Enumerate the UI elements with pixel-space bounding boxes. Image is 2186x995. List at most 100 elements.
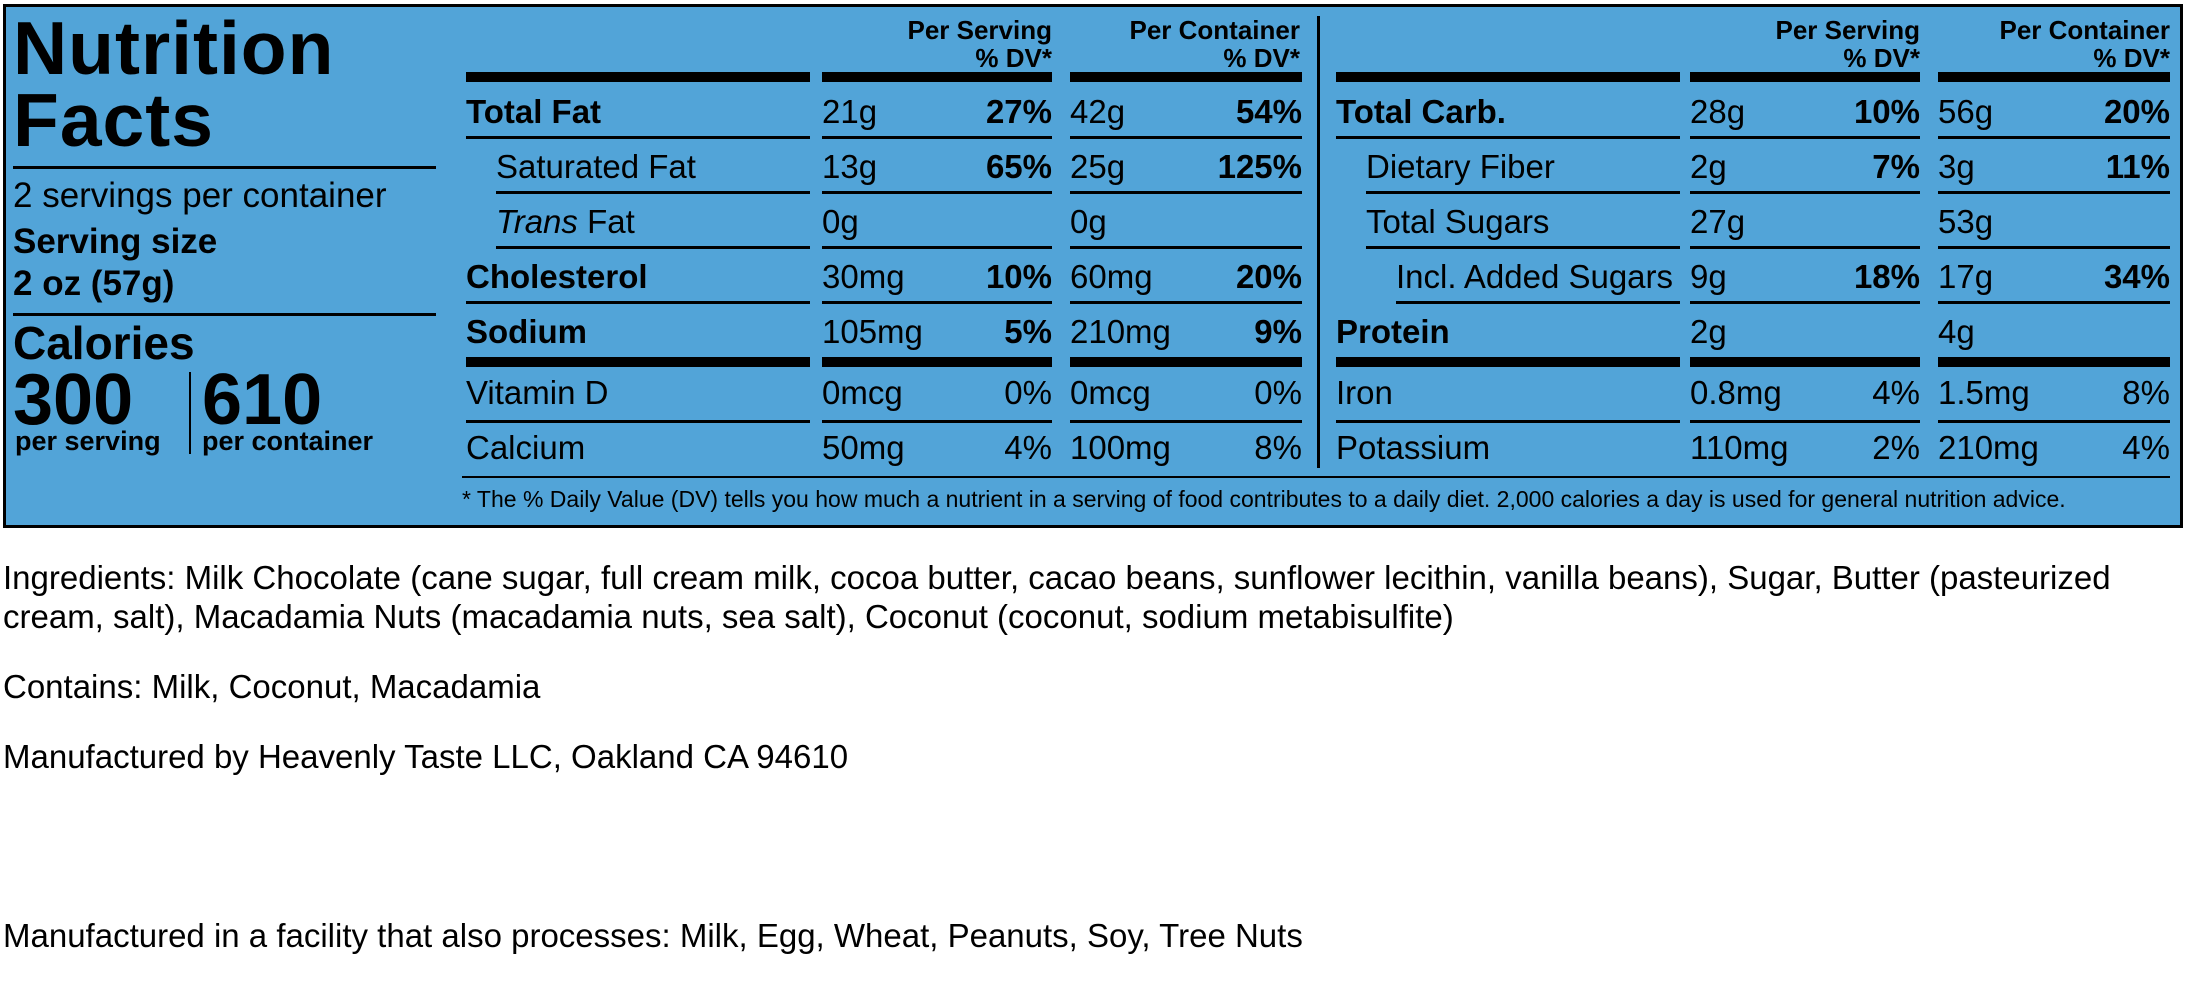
left-container-amount: 25g xyxy=(1070,148,1126,185)
right-nutrient-name: Potassium xyxy=(1336,429,1680,467)
right-container-amount: 210mg xyxy=(1938,429,2039,466)
left-container-dv: 125% xyxy=(1217,148,1302,185)
left-serving-amount: 30mg xyxy=(822,258,905,295)
header-left-per-container: Per Container% DV* xyxy=(1129,15,1301,73)
left-container-dv: 20% xyxy=(1235,258,1302,295)
left-serving-dv: 27% xyxy=(985,93,1052,130)
left-row-divider xyxy=(466,357,810,367)
left-serving-dv: 0% xyxy=(1004,374,1052,411)
left-serving-amount: 13g xyxy=(822,148,878,185)
right-nutrient-name: Total Carb. xyxy=(1336,93,1680,131)
header-left-per-serving: Per Serving% DV* xyxy=(907,15,1052,73)
right-container-dv: 20% xyxy=(2103,93,2170,130)
right-row-divider xyxy=(1938,357,2170,367)
right-serving-dv: 2% xyxy=(1872,429,1920,466)
right-serving-amount: 2g xyxy=(1690,148,1727,185)
left-row-divider xyxy=(496,191,810,194)
right-row-divider xyxy=(1690,301,1920,304)
left-row-divider xyxy=(822,420,1052,423)
left-row-divider xyxy=(1070,357,1302,367)
left-header-bar-0 xyxy=(466,72,810,82)
right-row-divider xyxy=(1336,420,1680,423)
right-row-divider xyxy=(1938,136,2170,139)
servings-per-container: 2 servings per container xyxy=(13,176,387,215)
calories-per-container: 610 xyxy=(202,360,323,440)
right-serving-amount: 28g xyxy=(1690,93,1746,130)
nutrient-label: Saturated Fat xyxy=(496,148,696,185)
nutrient-label: Iron xyxy=(1336,374,1393,411)
title-divider xyxy=(13,166,436,169)
right-container-dv: 34% xyxy=(2103,258,2170,295)
right-container-amount: 56g xyxy=(1938,93,1994,130)
left-container-amount: 0g xyxy=(1070,203,1107,240)
left-row-divider xyxy=(1070,420,1302,423)
left-nutrient-name: Trans Fat xyxy=(496,203,810,241)
right-container-dv: 11% xyxy=(2105,148,2170,185)
left-container-dv: 9% xyxy=(1254,313,1302,350)
left-serving-amount: 0mcg xyxy=(822,374,903,411)
right-header-bar-0 xyxy=(1336,72,1680,82)
header-right-per-container: Per Container% DV* xyxy=(1999,15,2171,73)
center-separator xyxy=(1317,16,1320,468)
nutrient-label: Vitamin D xyxy=(466,374,609,411)
right-row-divider xyxy=(1690,136,1920,139)
left-container-amount: 210mg xyxy=(1070,313,1171,350)
right-serving-dv: 10% xyxy=(1853,93,1920,130)
right-header-bar-2 xyxy=(1938,72,2170,82)
contains-allergens: Contains: Milk, Coconut, Macadamia xyxy=(3,668,541,705)
left-nutrient-name: Calcium xyxy=(466,429,810,467)
calories-label: Calories xyxy=(13,317,195,369)
left-container-amount: 42g xyxy=(1070,93,1126,130)
footnote-divider xyxy=(462,476,2170,478)
nutrient-label: Protein xyxy=(1336,313,1450,350)
right-container-amount: 1.5mg xyxy=(1938,374,2030,411)
nutrient-label: Potassium xyxy=(1336,429,1491,466)
trans-italic: Trans xyxy=(496,203,578,240)
left-serving-dv: 65% xyxy=(985,148,1052,185)
right-serving-amount: 0.8mg xyxy=(1690,374,1782,411)
right-row-divider xyxy=(1336,136,1680,139)
nutrition-facts-label xyxy=(3,4,2183,528)
left-row-divider xyxy=(1070,246,1302,249)
nutrient-label: Total Fat xyxy=(466,93,602,130)
right-row-divider xyxy=(1690,246,1920,249)
per-container-caption: per container xyxy=(202,426,374,456)
ingredients: Ingredients: Milk Chocolate (cane sugar,… xyxy=(3,559,2111,635)
right-container-dv: 8% xyxy=(2122,374,2170,411)
header-right-per-serving: Per Serving% DV* xyxy=(1775,15,1920,73)
right-serving-amount: 2g xyxy=(1690,313,1727,350)
right-container-amount: 17g xyxy=(1938,258,1994,295)
left-row-divider xyxy=(1070,301,1302,304)
right-row-divider xyxy=(1690,420,1920,423)
nutrient-label: Total Sugars xyxy=(1366,203,1550,240)
left-serving-amount: 105mg xyxy=(822,313,923,350)
right-row-divider xyxy=(1938,301,2170,304)
manufacturer: Manufactured by Heavenly Taste LLC, Oakl… xyxy=(3,738,849,775)
left-nutrient-name: Cholesterol xyxy=(466,258,810,296)
left-header-bar-2 xyxy=(1070,72,1302,82)
left-serving-dv: 4% xyxy=(1004,429,1052,466)
calories-per-serving: 300 xyxy=(13,360,134,440)
left-row-divider xyxy=(822,246,1052,249)
left-row-divider xyxy=(466,420,810,423)
left-header-bar-1 xyxy=(822,72,1052,82)
nutrient-label: Calcium xyxy=(466,429,586,466)
right-serving-dv: 4% xyxy=(1872,374,1920,411)
left-row-divider xyxy=(496,246,810,249)
right-row-divider xyxy=(1336,357,1680,367)
left-row-divider xyxy=(822,301,1052,304)
left-row-divider xyxy=(822,191,1052,194)
right-row-divider xyxy=(1938,246,2170,249)
right-row-divider xyxy=(1938,191,2170,194)
right-header-bar-1 xyxy=(1690,72,1920,82)
right-serving-amount: 27g xyxy=(1690,203,1746,240)
per-serving-caption: per serving xyxy=(15,426,161,456)
facility-notice: Manufactured in a facility that also pro… xyxy=(3,917,1303,954)
left-container-dv: 8% xyxy=(1254,429,1302,466)
right-nutrient-name: Dietary Fiber xyxy=(1366,148,1680,186)
left-row-divider xyxy=(822,136,1052,139)
left-container-amount: 0mcg xyxy=(1070,374,1151,411)
left-nutrient-name: Total Fat xyxy=(466,93,810,131)
right-serving-dv: 7% xyxy=(1872,148,1920,185)
right-row-divider xyxy=(1690,191,1920,194)
